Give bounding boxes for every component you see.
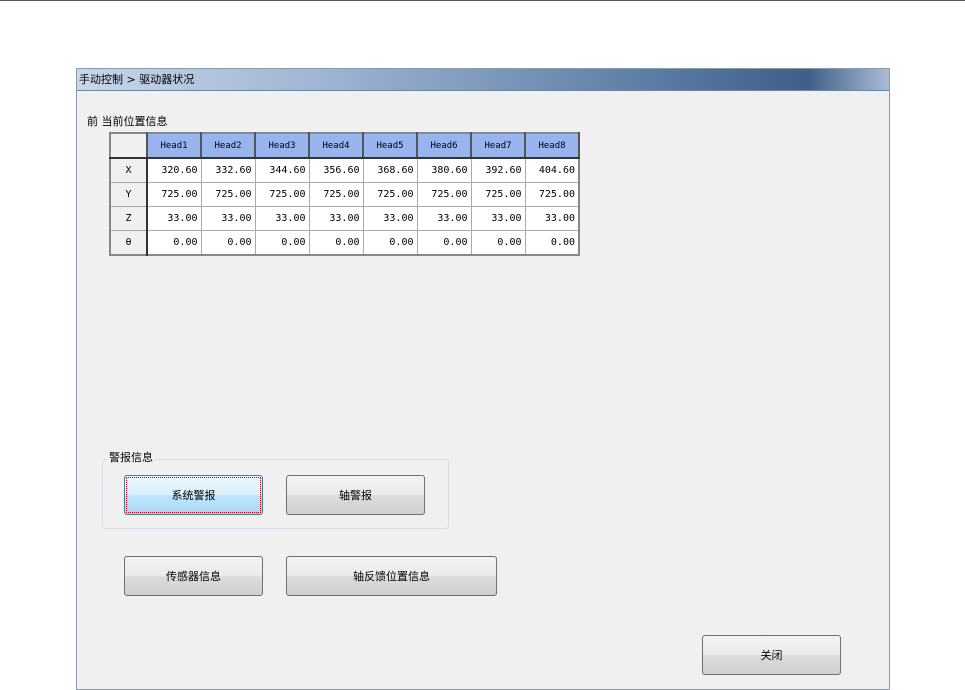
table-cell: 368.60 <box>362 157 418 183</box>
column-header: Head8 <box>524 132 580 159</box>
table-cell: 33.00 <box>254 206 310 231</box>
column-header: Head3 <box>254 132 310 159</box>
table-cell: 392.60 <box>470 157 526 183</box>
table-cell: 33.00 <box>524 206 580 231</box>
position-info-label: 前 当前位置信息 <box>87 115 168 128</box>
table-cell: 725.00 <box>308 182 364 207</box>
table-cell: 33.00 <box>416 206 472 231</box>
sensor-info-button[interactable]: 传感器信息 <box>124 556 263 596</box>
system-alarm-button[interactable]: 系统警报 <box>124 475 263 515</box>
table-cell: 33.00 <box>470 206 526 231</box>
top-divider <box>0 0 965 1</box>
table-cell: 725.00 <box>146 182 202 207</box>
column-header: Head4 <box>308 132 364 159</box>
table-cell: 725.00 <box>416 182 472 207</box>
table-cell: 0.00 <box>254 230 310 256</box>
table-cell: 725.00 <box>200 182 256 207</box>
table-cell: 33.00 <box>200 206 256 231</box>
corner-cell <box>109 132 148 159</box>
axis-alarm-button[interactable]: 轴警报 <box>286 475 425 515</box>
table-cell: 344.60 <box>254 157 310 183</box>
position-table: Head1 Head2 Head3 Head4 Head5 Head6 Head7 Head8… <box>109 132 580 256</box>
table-cell: 0.00 <box>200 230 256 256</box>
column-header: Head2 <box>200 132 256 159</box>
alarm-group <box>102 459 449 529</box>
table-row: Z 33.00 33.00 33.00 33.00 33.00 33.00 33.00 33.0… <box>109 206 580 231</box>
table-cell: 0.00 <box>362 230 418 256</box>
table-cell: 0.00 <box>308 230 364 256</box>
table-cell: 0.00 <box>146 230 202 256</box>
axis-feedback-position-button[interactable]: 轴反馈位置信息 <box>286 556 497 596</box>
alarm-group-label: 警报信息 <box>107 449 155 465</box>
table-cell: 0.00 <box>524 230 580 256</box>
table-cell: 33.00 <box>308 206 364 231</box>
table-cell: 380.60 <box>416 157 472 183</box>
table-cell: 332.60 <box>200 157 256 183</box>
column-header: Head1 <box>146 132 202 159</box>
driver-status-window: 手动控制 > 驱动器状况 前 当前位置信息 Head1 Head2 Head3 Hea… <box>76 68 890 690</box>
table-cell: 725.00 <box>524 182 580 207</box>
table-row: X 320.60 332.60 344.60 356.60 368.60 380.60 392… <box>109 157 580 183</box>
table-cell: 0.00 <box>416 230 472 256</box>
table-cell: 725.00 <box>362 182 418 207</box>
table-cell: 725.00 <box>254 182 310 207</box>
row-header: Z <box>109 206 148 231</box>
table-cell: 0.00 <box>470 230 526 256</box>
table-row: θ 0.00 0.00 0.00 0.00 0.00 0.00 0.00 0.00 <box>109 230 580 256</box>
table-cell: 404.60 <box>524 157 580 183</box>
table-cell: 356.60 <box>308 157 364 183</box>
row-header: Y <box>109 182 148 207</box>
close-button[interactable]: 关闭 <box>702 635 841 675</box>
table-cell: 320.60 <box>146 157 202 183</box>
column-header: Head5 <box>362 132 418 159</box>
table-row: Y 725.00 725.00 725.00 725.00 725.00 725.00 725… <box>109 182 580 207</box>
row-header: X <box>109 157 148 183</box>
breadcrumb-title: 手动控制 > 驱动器状况 <box>77 69 889 91</box>
column-header: Head7 <box>470 132 526 159</box>
row-header: θ <box>109 230 148 256</box>
column-header: Head6 <box>416 132 472 159</box>
table-cell: 33.00 <box>146 206 202 231</box>
table-cell: 725.00 <box>470 182 526 207</box>
table-cell: 33.00 <box>362 206 418 231</box>
